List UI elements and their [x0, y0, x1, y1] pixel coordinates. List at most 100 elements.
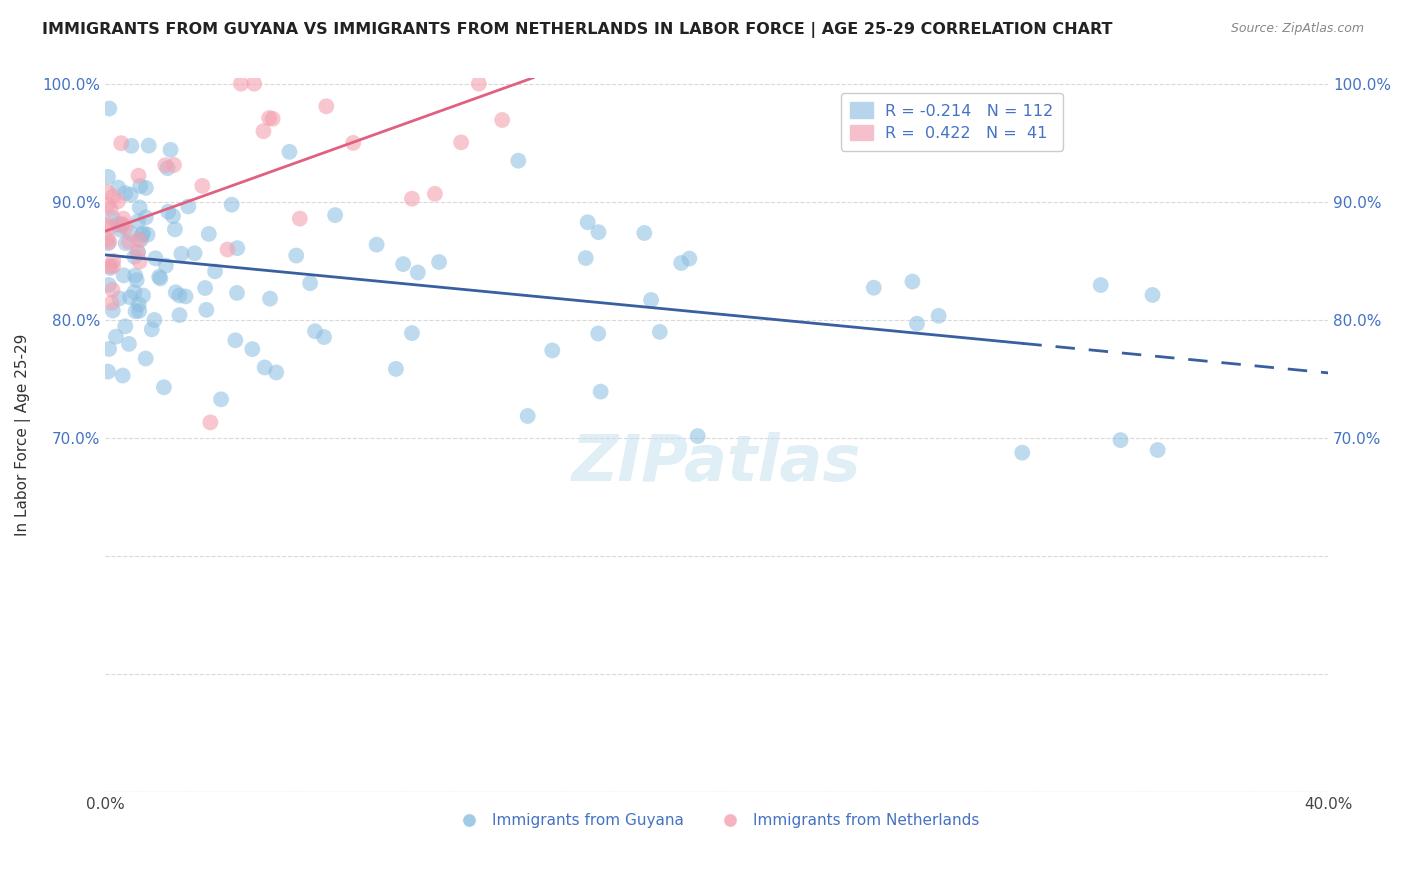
Point: [204, 264, 226, 278]
Point: [111, 368, 134, 383]
Point: [162, 209, 184, 223]
Point: [209, 392, 232, 407]
Point: [155, 259, 177, 273]
Point: [118, 337, 141, 351]
Point: [640, 293, 662, 307]
Point: [165, 285, 187, 300]
Point: [401, 192, 423, 206]
Point: [194, 281, 217, 295]
Point: [1090, 278, 1112, 293]
Point: [468, 77, 491, 91]
Point: [107, 194, 129, 209]
Point: [127, 214, 149, 228]
Point: [97, 218, 120, 232]
Point: [101, 189, 124, 203]
Point: [195, 302, 218, 317]
Point: [114, 319, 136, 334]
Point: [96, 232, 118, 246]
Point: [669, 256, 692, 270]
Point: [342, 136, 364, 150]
Point: [101, 211, 124, 225]
Point: [1109, 433, 1132, 447]
Point: [427, 255, 450, 269]
Point: [240, 342, 263, 356]
Point: [385, 362, 408, 376]
Point: [98, 260, 121, 275]
Point: [101, 259, 124, 273]
Point: [226, 241, 249, 255]
Point: [278, 145, 301, 159]
Point: [905, 317, 928, 331]
Point: [169, 308, 191, 322]
Point: [423, 186, 446, 201]
Point: [257, 111, 280, 125]
Point: [97, 365, 120, 379]
Point: [101, 303, 124, 318]
Point: [100, 296, 122, 310]
Point: [128, 233, 150, 247]
Point: [304, 324, 326, 338]
Point: [401, 326, 423, 340]
Point: [127, 245, 149, 260]
Point: [148, 269, 170, 284]
Point: [138, 138, 160, 153]
Point: [862, 281, 884, 295]
Point: [100, 202, 122, 216]
Text: Source: ZipAtlas.com: Source: ZipAtlas.com: [1230, 22, 1364, 36]
Point: [1146, 443, 1168, 458]
Point: [901, 275, 924, 289]
Point: [141, 322, 163, 336]
Point: [299, 276, 322, 290]
Point: [125, 273, 148, 287]
Point: [262, 112, 284, 126]
Point: [111, 218, 134, 232]
Point: [678, 252, 700, 266]
Point: [183, 246, 205, 260]
Point: [226, 285, 249, 300]
Point: [177, 199, 200, 213]
Point: [98, 102, 121, 116]
Point: [128, 254, 150, 268]
Point: [108, 291, 131, 305]
Point: [153, 380, 176, 394]
Point: [217, 243, 239, 257]
Point: [264, 366, 287, 380]
Point: [633, 226, 655, 240]
Point: [128, 201, 150, 215]
Point: [224, 333, 246, 347]
Point: [98, 235, 121, 249]
Y-axis label: In Labor Force | Age 25-29: In Labor Force | Age 25-29: [15, 334, 31, 536]
Point: [508, 153, 530, 168]
Point: [149, 271, 172, 285]
Legend: Immigrants from Guyana, Immigrants from Netherlands: Immigrants from Guyana, Immigrants from …: [449, 807, 986, 834]
Point: [169, 288, 191, 302]
Point: [516, 409, 538, 423]
Point: [128, 297, 150, 311]
Point: [541, 343, 564, 358]
Point: [118, 235, 141, 249]
Point: [259, 292, 281, 306]
Point: [97, 236, 120, 251]
Point: [229, 77, 252, 91]
Point: [132, 288, 155, 302]
Point: [96, 185, 118, 199]
Point: [312, 330, 335, 344]
Point: [315, 99, 337, 113]
Point: [253, 360, 276, 375]
Point: [198, 227, 221, 241]
Point: [648, 325, 671, 339]
Point: [1142, 288, 1164, 302]
Point: [132, 226, 155, 240]
Point: [135, 211, 157, 225]
Point: [124, 304, 146, 318]
Point: [107, 180, 129, 194]
Point: [118, 290, 141, 304]
Point: [163, 158, 186, 172]
Point: [170, 246, 193, 260]
Point: [114, 186, 136, 201]
Point: [98, 260, 121, 274]
Point: [243, 77, 266, 91]
Point: [124, 285, 146, 300]
Point: [191, 178, 214, 193]
Point: [575, 251, 598, 265]
